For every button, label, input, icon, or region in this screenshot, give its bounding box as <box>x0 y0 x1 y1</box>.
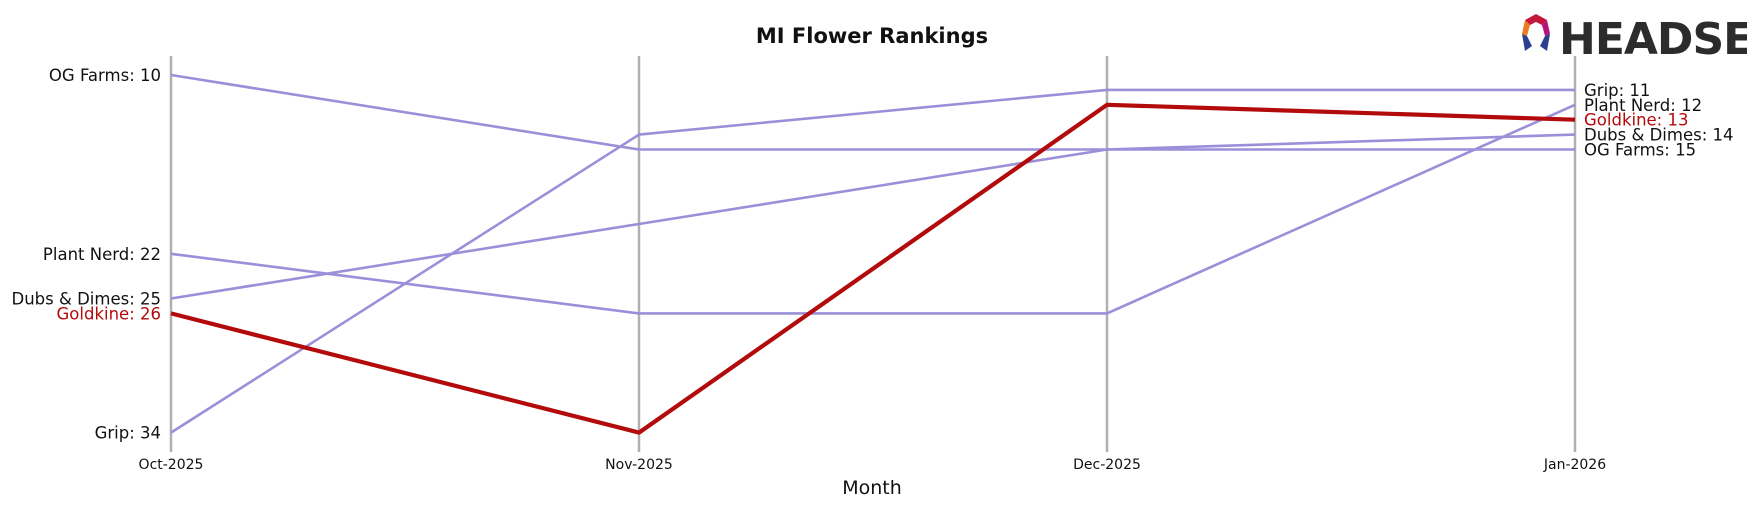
series-lines <box>170 73 1576 435</box>
left-label: Dubs & Dimes: 25 <box>12 290 162 309</box>
series-line-plant-nerd <box>170 103 1576 315</box>
right-label: Grip: 11 <box>1584 81 1650 100</box>
headset-logo: HEADSET <box>1522 14 1747 62</box>
left-label: OG Farms: 10 <box>49 66 161 85</box>
headset-logo-icon <box>1522 14 1550 51</box>
right-label: Dubs & Dimes: 14 <box>1584 126 1734 145</box>
x-tick-label: Oct-2025 <box>139 457 204 473</box>
left-labels: OG Farms: 10 Plant Nerd: 22 Dubs & Dimes: … <box>12 66 162 443</box>
left-label: Plant Nerd: 22 <box>43 245 161 264</box>
right-label: Plant Nerd: 12 <box>1584 96 1702 115</box>
left-label: Goldkine: 26 <box>57 304 162 323</box>
series-line-goldkine <box>170 102 1576 435</box>
right-label: OG Farms: 15 <box>1584 141 1696 160</box>
right-label: Goldkine: 13 <box>1584 111 1689 130</box>
x-tick-label: Jan-2026 <box>1543 457 1606 473</box>
chart-title: MI Flower Rankings <box>756 24 988 48</box>
series-line-dubs-dimes <box>170 133 1576 300</box>
x-tick-label: Dec-2025 <box>1073 457 1141 473</box>
x-axis-ticks: Oct-2025 Nov-2025 Dec-2025 Jan-2026 <box>139 457 1607 473</box>
headset-logo-text: HEADSET <box>1559 14 1747 62</box>
x-tick-label: Nov-2025 <box>605 457 673 473</box>
series-line-grip <box>170 88 1575 434</box>
series-line-og-farms <box>170 73 1575 151</box>
month-gridlines <box>169 56 1577 452</box>
left-label: Grip: 34 <box>95 424 161 443</box>
x-axis-label: Month <box>842 477 902 499</box>
